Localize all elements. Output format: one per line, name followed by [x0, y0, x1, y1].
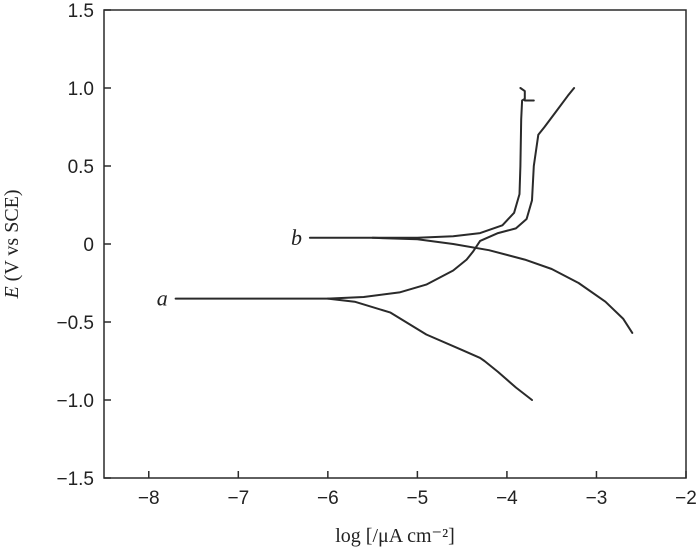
x-tick-label: −5: [407, 488, 429, 509]
y-tick-label: −1.5: [56, 469, 94, 490]
x-axis-title: log [/μA cm⁻²]: [335, 525, 454, 547]
y-tick-label: 0.5: [68, 157, 94, 178]
curve-label-a: a: [157, 286, 168, 311]
y-tick-label: −1.0: [56, 391, 94, 412]
x-tick-label: −7: [227, 488, 249, 509]
x-tick-label: −8: [138, 488, 160, 509]
curve-b-cathodic: [371, 236, 634, 334]
curve-label-b: b: [291, 225, 302, 250]
curve-a-cathodic: [326, 297, 533, 401]
y-axis-title: E (V vs SCE): [1, 189, 23, 299]
y-tick-label: 1.0: [68, 79, 94, 100]
x-tick-label: −3: [586, 488, 608, 509]
y-axis-title-rest: (V vs SCE): [1, 189, 23, 286]
curve-b-anodic: [308, 87, 526, 239]
series-a: a: [157, 87, 576, 401]
axis-ticks: −8 −7 −6 −5 −4 −3 −2 −1.5 −1.0 −0.5 0 0.5 1.0 1.5: [56, 1, 696, 509]
y-axis-title-italic: E: [1, 286, 23, 299]
curve-a-anodic: [174, 87, 576, 300]
x-tick-label: −2: [675, 488, 697, 509]
series-layer: ab: [157, 87, 634, 401]
y-tick-label: 0: [83, 235, 94, 256]
x-tick-label: −6: [317, 488, 339, 509]
x-tick-label: −4: [496, 488, 518, 509]
y-tick-label: 1.5: [68, 1, 94, 22]
y-tick-label: −0.5: [56, 313, 94, 334]
plot-frame: [103, 9, 687, 479]
series-b: b: [291, 87, 634, 334]
